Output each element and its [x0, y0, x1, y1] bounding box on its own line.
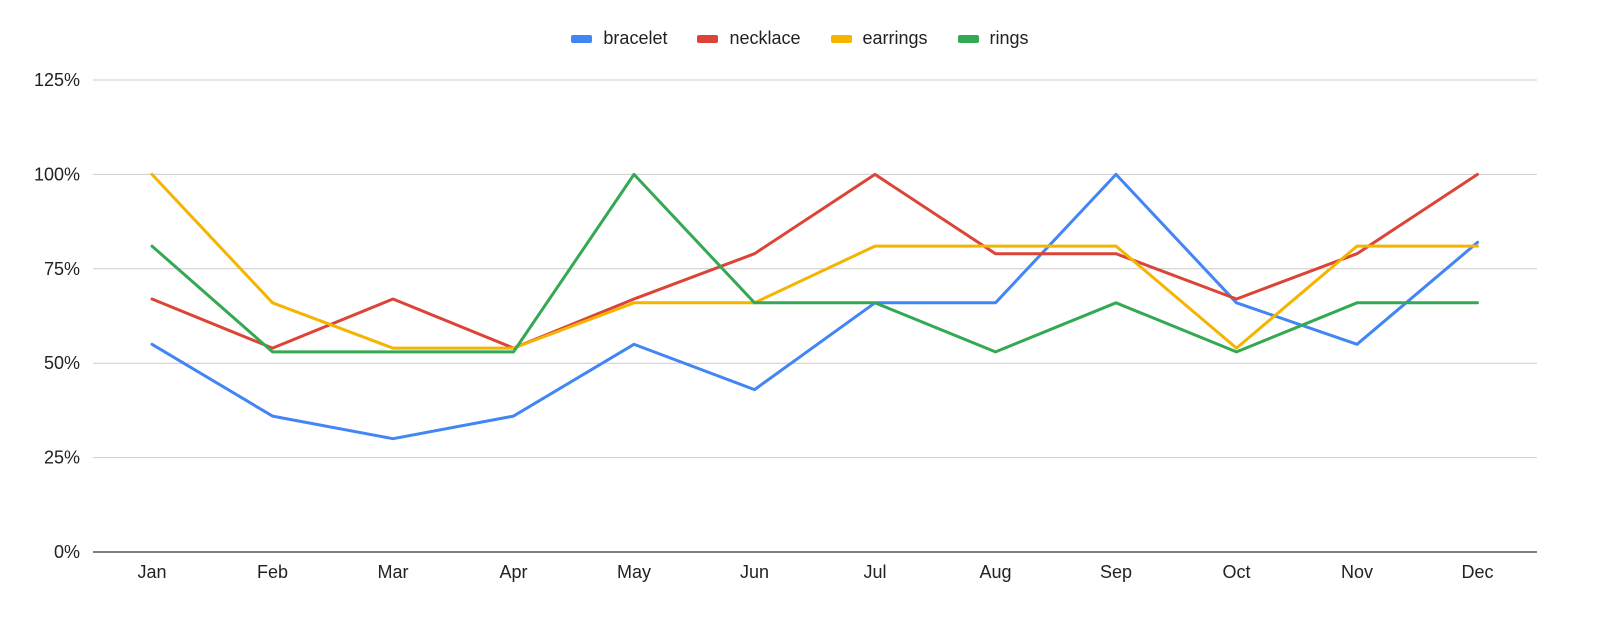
y-tick-label: 125%: [34, 70, 80, 90]
legend-swatch: [571, 34, 593, 43]
x-tick-label: Apr: [499, 562, 527, 582]
series-line-earrings: [150, 172, 1479, 350]
series-line-bracelet: [150, 172, 1479, 441]
x-axis-tick-labels: Jan Feb Mar Apr May Jun Jul Aug Sep Oct Nov Dec: [137, 562, 1493, 582]
legend-swatch: [697, 34, 719, 43]
y-axis-tick-labels: 0% 25% 50% 75% 100% 125%: [34, 70, 80, 562]
legend-item-bracelet: bracelet: [571, 28, 667, 49]
legend-label: bracelet: [603, 28, 668, 48]
y-tick-label: 75%: [44, 259, 80, 279]
x-tick-label: Jan: [137, 562, 166, 582]
series-lines: [150, 172, 1479, 441]
x-tick-label: May: [617, 562, 651, 582]
legend-item-rings: rings: [957, 28, 1029, 49]
x-tick-label: Oct: [1222, 562, 1250, 582]
y-tick-label: 100%: [34, 164, 80, 184]
x-tick-label: Nov: [1341, 562, 1373, 582]
legend-label: necklace: [729, 28, 801, 48]
legend-label: rings: [989, 28, 1029, 48]
x-tick-label: Jul: [863, 562, 886, 582]
legend-swatch: [830, 34, 852, 43]
legend-label: earrings: [862, 28, 928, 48]
legend: bracelet necklace earrings rings: [0, 28, 1600, 49]
x-tick-label: Feb: [257, 562, 288, 582]
y-tick-label: 50%: [44, 353, 80, 373]
legend-item-earrings: earrings: [830, 28, 928, 49]
y-tick-label: 25%: [44, 448, 80, 468]
gridlines: [93, 79, 1537, 553]
x-tick-label: Dec: [1461, 562, 1493, 582]
series-line-rings: [150, 172, 1479, 354]
series-line-necklace: [150, 172, 1479, 350]
legend-item-necklace: necklace: [697, 28, 801, 49]
x-tick-label: Jun: [740, 562, 769, 582]
legend-swatch: [957, 34, 979, 43]
x-tick-label: Aug: [979, 562, 1011, 582]
x-tick-label: Mar: [378, 562, 409, 582]
y-tick-label: 0%: [54, 542, 80, 562]
x-tick-label: Sep: [1100, 562, 1132, 582]
